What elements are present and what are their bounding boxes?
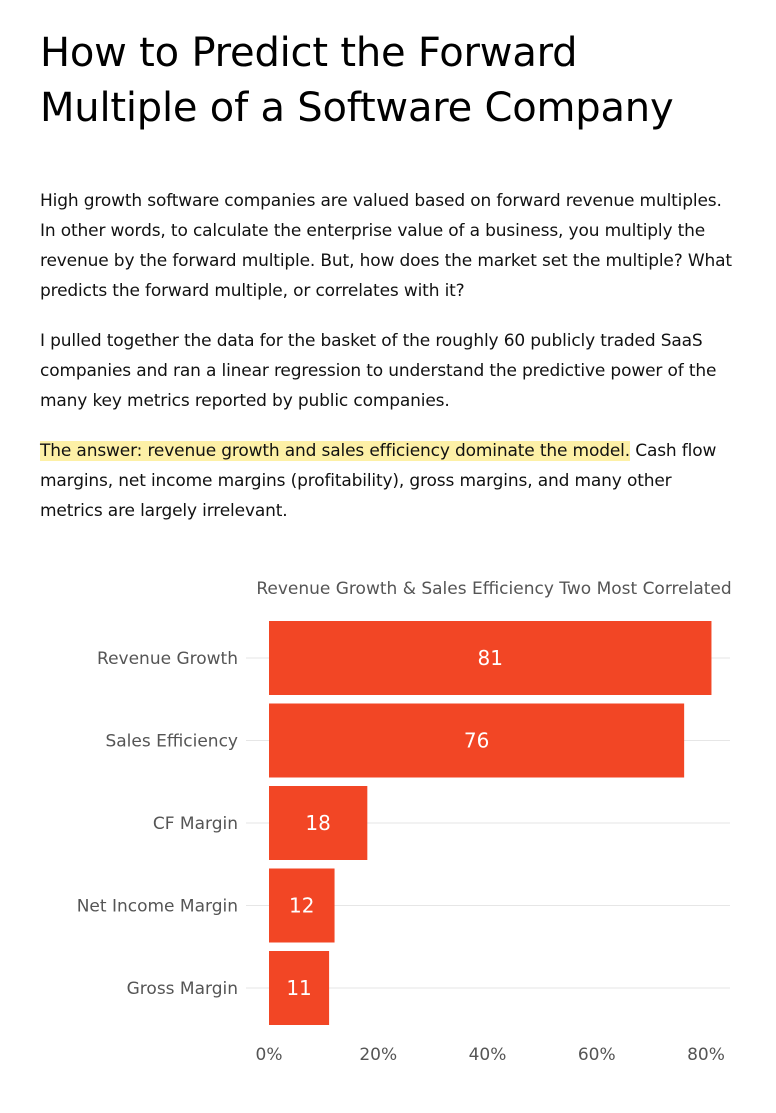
chart-title: Revenue Growth & Sales Efficiency Two Mo…	[256, 579, 731, 599]
method-paragraph: I pulled together the data for the baske…	[40, 331, 717, 411]
bar	[269, 786, 368, 860]
x-tick-label: 60%	[578, 1045, 616, 1065]
chart-bars: 81 76 18 12 11	[269, 621, 712, 1025]
x-tick-label: 20%	[359, 1045, 397, 1065]
page-title-line-2: Multiple of a Software Company	[40, 85, 674, 131]
bar-chart: Revenue Growth & Sales Efficiency Two Mo…	[0, 560, 776, 1113]
bar-chart-svg: Revenue Growth & Sales Efficiency Two Mo…	[77, 579, 732, 1065]
chart-category-labels: Revenue Growth Sales Efficiency CF Margin N…	[77, 649, 238, 999]
bar	[269, 951, 330, 1025]
chart-x-axis: 0% 20% 40% 60% 80%	[256, 1045, 725, 1065]
bar	[269, 703, 685, 778]
bar-value-label: 81	[478, 646, 503, 670]
category-label: CF Margin	[153, 814, 238, 834]
bar	[269, 621, 712, 695]
bar	[269, 868, 335, 943]
bar-value-label: 12	[289, 894, 314, 918]
answer-paragraph: The answer: revenue growth and sales eff…	[40, 436, 735, 526]
bar-value-label: 18	[305, 811, 330, 835]
bar-value-label: 11	[286, 976, 311, 1000]
intro-paragraph: High growth software companies are value…	[40, 191, 732, 301]
category-label: Sales Efficiency	[105, 732, 238, 752]
category-label: Gross Margin	[127, 979, 238, 999]
answer-paragraph-rest: Cash flow margins, net income margins (p…	[40, 441, 717, 521]
page-title: How to Predict the Forward Multiple of a…	[40, 26, 740, 136]
category-label: Revenue Growth	[97, 649, 238, 669]
x-tick-label: 80%	[687, 1045, 725, 1065]
bar-value-label: 76	[464, 729, 489, 753]
x-tick-label: 0%	[256, 1045, 283, 1065]
page-title-line-1: How to Predict the Forward	[40, 30, 578, 76]
category-label: Net Income Margin	[77, 897, 238, 917]
x-tick-label: 40%	[469, 1045, 507, 1065]
highlighted-answer: The answer: revenue growth and sales eff…	[40, 441, 630, 461]
